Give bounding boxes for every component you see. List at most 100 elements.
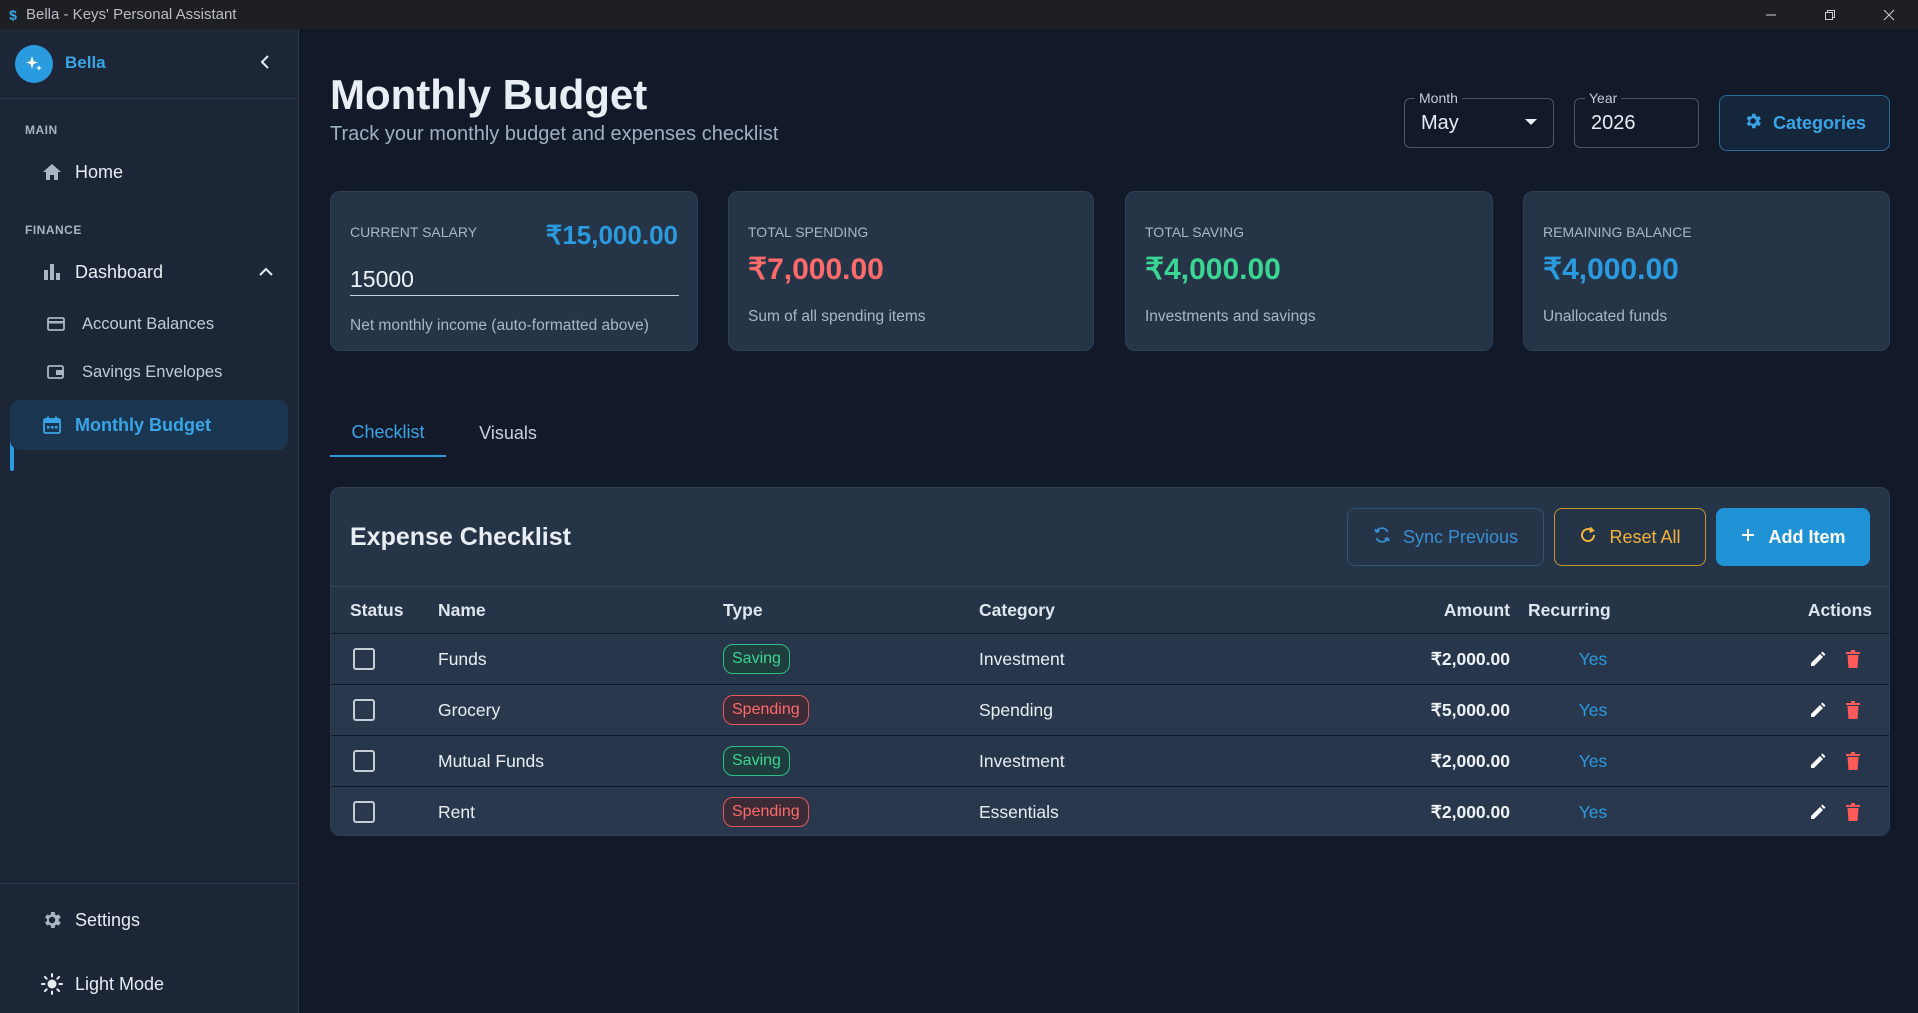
sidebar-item-monthly-budget[interactable]: Monthly Budget — [10, 400, 288, 450]
spending-description: Sum of all spending items — [748, 308, 926, 325]
chevron-left-icon[interactable] — [254, 51, 276, 73]
status-checkbox[interactable] — [353, 648, 375, 670]
row-name: Grocery — [438, 700, 501, 720]
delete-icon[interactable] — [1844, 751, 1862, 771]
restore-button[interactable] — [1800, 0, 1859, 29]
edit-icon[interactable] — [1808, 802, 1828, 822]
delete-icon[interactable] — [1844, 700, 1862, 720]
sparkle-icon[interactable] — [15, 45, 53, 83]
sync-previous-label: Sync Previous — [1402, 526, 1519, 547]
sidebar-item-savings-envelopes[interactable]: Savings Envelopes — [10, 347, 288, 397]
status-checkbox[interactable] — [353, 801, 375, 823]
status-checkbox[interactable] — [353, 699, 375, 721]
remaining-balance-card: REMAINING BALANCE ₹4,000.00 Unallocated … — [1523, 191, 1890, 351]
chevron-up-icon[interactable] — [256, 262, 276, 282]
column-name: Name — [438, 600, 486, 620]
row-amount: ₹2,000.00 — [1430, 802, 1510, 822]
close-icon — [1883, 9, 1894, 20]
bar-chart-icon — [41, 261, 63, 283]
total-spending-card: TOTAL SPENDING ₹7,000.00 Sum of all spen… — [728, 191, 1094, 351]
type-badge: Spending — [723, 797, 809, 827]
add-item-button[interactable]: Add Item — [1716, 508, 1870, 566]
saving-value: ₹4,000.00 — [1145, 253, 1281, 286]
edit-icon[interactable] — [1808, 649, 1828, 669]
sidebar-brand: Bella — [0, 29, 299, 99]
row-category: Essentials — [979, 802, 1059, 822]
row-name: Funds — [438, 649, 487, 669]
sidebar-item-home[interactable]: Home — [10, 147, 288, 197]
spending-value: ₹7,000.00 — [748, 253, 884, 286]
sidebar-item-account-balances[interactable]: Account Balances — [10, 299, 288, 349]
saving-label: TOTAL SAVING — [1145, 224, 1245, 240]
remaining-description: Unallocated funds — [1543, 308, 1668, 325]
salary-input[interactable]: 15000 — [350, 264, 679, 296]
add-item-label: Add Item — [1768, 526, 1846, 547]
table-row: Grocery Spending Spending ₹5,000.00 Yes — [331, 685, 1889, 736]
sidebar-item-label: Dashboard — [75, 261, 164, 282]
calendar-icon — [41, 414, 63, 436]
year-value: 2026 — [1591, 112, 1636, 134]
window-title: Bella - Keys' Personal Assistant — [26, 6, 237, 23]
sidebar-item-label: Settings — [75, 909, 141, 930]
checklist-title: Expense Checklist — [350, 523, 571, 551]
sidebar: Bella MAIN Home FINANCE Dashboard Accoun… — [0, 29, 299, 1013]
row-category: Investment — [979, 751, 1065, 771]
categories-button[interactable]: Categories — [1719, 95, 1890, 151]
dropdown-arrow-icon — [1525, 119, 1537, 125]
total-saving-card: TOTAL SAVING ₹4,000.00 Investments and s… — [1125, 191, 1493, 351]
section-label-finance: FINANCE — [25, 223, 82, 237]
restore-icon — [1824, 9, 1835, 20]
sync-previous-button[interactable]: Sync Previous — [1347, 508, 1544, 566]
home-icon — [41, 161, 63, 183]
table-row: Mutual Funds Saving Investment ₹2,000.00… — [331, 736, 1889, 787]
reset-all-button[interactable]: Reset All — [1554, 508, 1706, 566]
window-controls — [1741, 0, 1918, 29]
salary-description: Net monthly income (auto-formatted above… — [350, 317, 649, 334]
main-content: Monthly Budget Track your monthly budget… — [300, 29, 1918, 1013]
column-type: Type — [723, 600, 763, 620]
sidebar-item-dashboard[interactable]: Dashboard — [10, 247, 288, 297]
type-badge: Spending — [723, 695, 809, 725]
tab-visuals[interactable]: Visuals — [479, 422, 537, 443]
row-name: Rent — [438, 802, 475, 822]
row-amount: ₹2,000.00 — [1430, 649, 1510, 669]
delete-icon[interactable] — [1844, 802, 1862, 822]
table-header: Status Name Type Category Amount Recurri… — [331, 586, 1889, 634]
sidebar-item-label: Monthly Budget — [75, 414, 211, 435]
minimize-button[interactable] — [1741, 0, 1800, 29]
credit-card-icon — [45, 313, 67, 335]
table-row: Rent Spending Essentials ₹2,000.00 Yes — [331, 787, 1889, 835]
salary-label: CURRENT SALARY — [350, 224, 478, 240]
edit-icon[interactable] — [1808, 700, 1828, 720]
row-recurring: Yes — [1578, 751, 1608, 771]
categories-label: Categories — [1772, 112, 1867, 133]
sidebar-item-label: Light Mode — [75, 973, 165, 994]
edit-icon[interactable] — [1808, 751, 1828, 771]
year-input[interactable]: Year 2026 — [1574, 90, 1699, 148]
sync-icon — [1373, 526, 1391, 549]
status-checkbox[interactable] — [353, 750, 375, 772]
window-titlebar: $ Bella - Keys' Personal Assistant — [0, 0, 1918, 29]
close-button[interactable] — [1859, 0, 1918, 29]
sidebar-divider — [0, 883, 299, 884]
row-recurring: Yes — [1578, 802, 1608, 822]
year-label: Year — [1585, 90, 1622, 106]
month-select[interactable]: Month May — [1404, 90, 1554, 148]
section-label-main: MAIN — [25, 123, 58, 137]
column-actions: Actions — [1807, 600, 1872, 620]
sidebar-item-label: Account Balances — [82, 314, 215, 333]
reset-all-label: Reset All — [1609, 526, 1681, 547]
row-recurring: Yes — [1578, 700, 1608, 720]
column-status: Status — [350, 600, 404, 620]
sidebar-item-settings[interactable]: Settings — [10, 895, 288, 945]
delete-icon[interactable] — [1844, 649, 1862, 669]
sidebar-item-light-mode[interactable]: Light Mode — [10, 959, 288, 1009]
minimize-icon — [1765, 14, 1776, 15]
tab-checklist[interactable]: Checklist — [330, 409, 446, 457]
refresh-icon — [1579, 526, 1597, 549]
type-badge: Saving — [723, 644, 790, 674]
page-subtitle: Track your monthly budget and expenses c… — [330, 123, 779, 145]
sun-icon — [41, 973, 63, 995]
row-name: Mutual Funds — [438, 751, 545, 771]
spending-label: TOTAL SPENDING — [748, 224, 869, 240]
